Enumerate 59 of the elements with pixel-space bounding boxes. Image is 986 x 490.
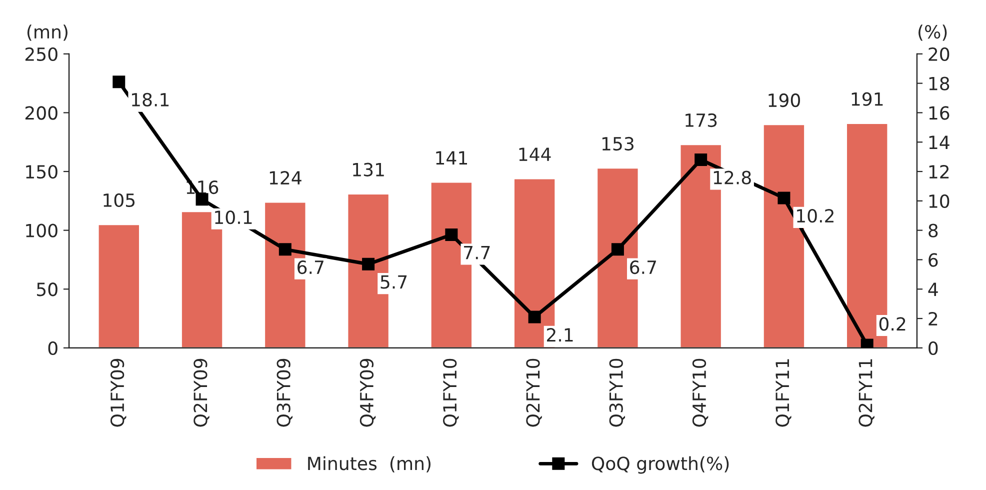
data-label: 153 — [602, 136, 634, 151]
data-label: 2.1 — [547, 328, 573, 342]
y2-tick-label: 18 — [929, 76, 950, 90]
legend-label: QoQ growth(%) — [592, 456, 729, 474]
point — [694, 153, 708, 166]
y2-tick-label: 6 — [928, 253, 938, 267]
y2-tick-label: 10 — [929, 194, 950, 208]
y-tick-label: 250 — [25, 47, 58, 62]
point — [778, 192, 790, 204]
y2-axis-title: (%) — [918, 24, 947, 41]
data-label: 141 — [436, 151, 467, 164]
x-tick-label: Q2FY09 — [194, 358, 210, 427]
point — [278, 243, 292, 256]
point — [112, 76, 126, 88]
data-label: 6.7 — [630, 260, 656, 274]
x-tick-label: Q2FY10 — [526, 358, 542, 427]
y2-tick-label: 8 — [928, 224, 938, 238]
legend-label: Minutes (mn) — [308, 456, 430, 472]
y-tick-label: 150 — [26, 164, 58, 179]
y-tick-label: 200 — [25, 106, 58, 120]
x-tick-label: Q4FY09 — [360, 358, 376, 427]
data-label: 144 — [519, 148, 551, 161]
data-label: 12.8 — [714, 170, 751, 184]
y2-tick-label: 0 — [928, 341, 938, 356]
data-label: 10.1 — [215, 210, 252, 224]
data-label: 10.2 — [797, 208, 834, 223]
y2-tick-label: 14 — [929, 136, 950, 149]
point — [362, 258, 375, 270]
data-label: 6.7 — [298, 260, 324, 274]
data-label: 5.7 — [380, 275, 407, 289]
data-label: 173 — [686, 113, 717, 128]
point — [611, 243, 624, 256]
x-tick-label: Q1FY10 — [443, 358, 459, 427]
y-tick-label: 50 — [37, 282, 58, 296]
y2-tick-label: 16 — [929, 106, 950, 120]
x-tick-label: Q4FY10 — [692, 358, 708, 427]
y-tick-label: 100 — [26, 224, 58, 238]
x-tick-label: Q3FY10 — [609, 358, 626, 427]
data-label: 191 — [852, 92, 883, 106]
data-label: 0.2 — [879, 317, 906, 331]
point — [528, 310, 541, 324]
x-tick-label: Q1FY11 — [776, 359, 792, 427]
y2-tick-label: 12 — [929, 164, 949, 178]
bar — [97, 224, 140, 348]
y-tick-label: 0 — [48, 341, 58, 356]
x-tick-label: Q2FY11 — [858, 359, 874, 427]
y2-tick-label: 20 — [928, 47, 950, 62]
y2-tick-label: 2 — [928, 312, 938, 326]
data-label: 131 — [353, 162, 384, 176]
point — [445, 228, 458, 241]
data-label: 124 — [270, 171, 302, 184]
y2-tick-label: 4 — [928, 282, 938, 296]
data-label: 190 — [768, 93, 800, 108]
data-label: 105 — [104, 193, 135, 208]
data-label: 7.7 — [464, 246, 490, 260]
data-label: 18.1 — [132, 92, 169, 107]
y-axis-title: (mn) — [27, 24, 68, 41]
x-tick-label: Q3FY09 — [276, 358, 292, 427]
x-tick-label: Q1FY09 — [110, 358, 126, 427]
